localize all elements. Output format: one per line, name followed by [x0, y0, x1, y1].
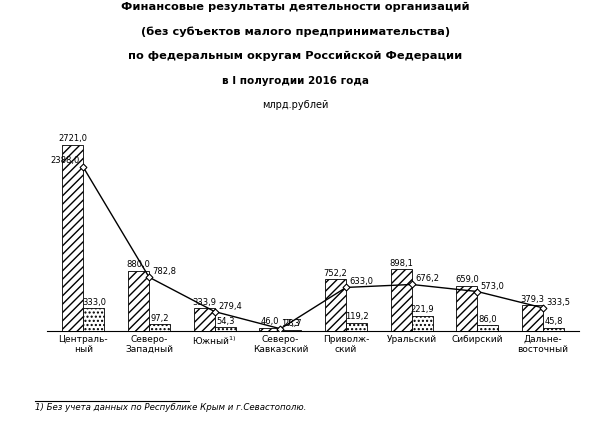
- Text: 46,0: 46,0: [261, 317, 279, 326]
- Text: 333,5: 333,5: [546, 298, 570, 307]
- Text: в I полугодии 2016 года: в I полугодии 2016 года: [222, 76, 369, 86]
- Text: по федеральным округам Российской Федерации: по федеральным округам Российской Федера…: [128, 51, 463, 61]
- Bar: [412, 315, 433, 331]
- Bar: [259, 328, 280, 331]
- Bar: [325, 279, 346, 331]
- Text: 45,8: 45,8: [544, 317, 563, 326]
- Text: 333,9: 333,9: [192, 298, 216, 307]
- Text: 86,0: 86,0: [479, 315, 497, 324]
- Bar: [280, 329, 301, 331]
- Text: 119,2: 119,2: [345, 312, 368, 321]
- Text: 898,1: 898,1: [389, 259, 413, 268]
- Bar: [194, 308, 215, 331]
- Bar: [391, 269, 412, 331]
- Bar: [63, 145, 83, 331]
- Bar: [128, 271, 149, 331]
- Bar: [543, 328, 564, 331]
- Bar: [83, 308, 105, 331]
- Text: 333,0: 333,0: [82, 298, 106, 307]
- Text: 2721,0: 2721,0: [59, 134, 87, 142]
- Text: 633,0: 633,0: [349, 277, 374, 286]
- Text: 2388,0: 2388,0: [51, 156, 80, 165]
- Text: 28,7: 28,7: [284, 319, 303, 328]
- Text: млрд.рублей: млрд.рублей: [262, 100, 329, 111]
- Text: 676,2: 676,2: [415, 274, 439, 284]
- Text: 659,0: 659,0: [455, 276, 479, 285]
- Text: 54,3: 54,3: [216, 317, 235, 326]
- Text: 97,2: 97,2: [150, 314, 169, 323]
- Text: 379,3: 379,3: [521, 295, 544, 304]
- Bar: [456, 286, 478, 331]
- Bar: [149, 324, 170, 331]
- Bar: [478, 325, 498, 331]
- Text: 752,2: 752,2: [324, 269, 348, 278]
- Bar: [346, 323, 367, 331]
- Text: 279,4: 279,4: [218, 301, 242, 311]
- Bar: [522, 305, 543, 331]
- Text: Финансовые результаты деятельности организаций: Финансовые результаты деятельности орган…: [121, 2, 470, 12]
- Bar: [215, 327, 236, 331]
- Text: 880,0: 880,0: [126, 260, 151, 269]
- Text: 782,8: 782,8: [152, 267, 176, 276]
- Text: 1) Без учета данных по Республике Крым и г.Севастополю.: 1) Без учета данных по Республике Крым и…: [35, 403, 307, 412]
- Text: 573,0: 573,0: [480, 282, 505, 290]
- Text: (без субъектов малого предпринимательства): (без субъектов малого предпринимательств…: [141, 27, 450, 37]
- Text: 17,3: 17,3: [281, 319, 300, 328]
- Text: 221,9: 221,9: [410, 305, 434, 314]
